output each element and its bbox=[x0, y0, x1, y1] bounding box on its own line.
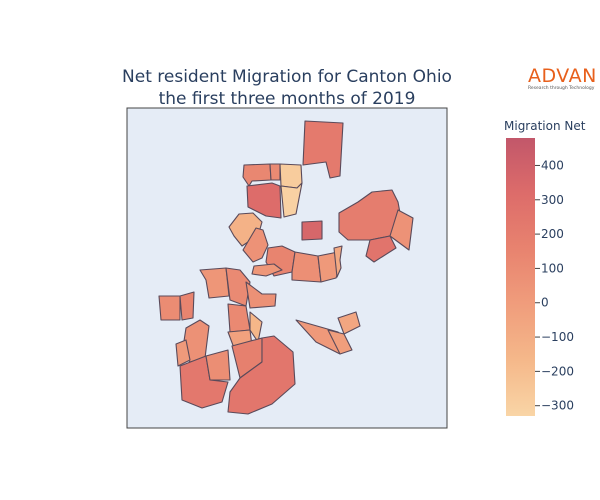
tract-w-far-1[interactable] bbox=[158, 295, 181, 321]
tract-c-cluster-4[interactable] bbox=[333, 245, 343, 278]
tract-mid-row-4[interactable] bbox=[227, 303, 251, 333]
tract-sw-2[interactable] bbox=[175, 339, 191, 367]
logo-text: ADVAN bbox=[528, 65, 597, 87]
tract-n-top[interactable] bbox=[302, 120, 344, 179]
tract-se-3[interactable] bbox=[327, 329, 353, 355]
tract-ne-right[interactable] bbox=[389, 209, 414, 251]
tract-mid-row-1[interactable] bbox=[199, 267, 230, 299]
chart-title-line1: Net resident Migration for Canton Ohio bbox=[122, 67, 452, 87]
colorbar-tick-label: −300 bbox=[541, 399, 574, 413]
tract-n-light[interactable] bbox=[279, 163, 303, 189]
tract-w-mid[interactable] bbox=[242, 227, 269, 263]
colorbar-tick-label: 100 bbox=[541, 261, 564, 275]
tract-c-cluster-2[interactable] bbox=[291, 251, 322, 283]
tract-n-yellow[interactable] bbox=[280, 182, 303, 218]
colorbar-tick-label: 200 bbox=[541, 227, 564, 241]
colorbar-tick-label: −100 bbox=[541, 330, 574, 344]
tract-nw-dark[interactable] bbox=[246, 182, 282, 219]
tract-center-dark[interactable] bbox=[301, 220, 323, 241]
colorbar-tick-label: 300 bbox=[541, 193, 564, 207]
tract-mid-row-3[interactable] bbox=[245, 281, 277, 309]
tract-mid-row-5[interactable] bbox=[251, 263, 283, 277]
census-tracts bbox=[158, 120, 414, 415]
tract-s-big[interactable] bbox=[227, 335, 296, 415]
logo-tagline: Research through Technology bbox=[528, 85, 595, 91]
colorbar-tick-label: 400 bbox=[541, 158, 564, 172]
tract-ne-low[interactable] bbox=[365, 235, 397, 263]
tract-w-far-2[interactable] bbox=[179, 291, 195, 321]
colorbar-tick-label: 0 bbox=[541, 296, 549, 310]
advan-logo: ADVAN Research through Technology bbox=[528, 65, 597, 91]
chart-title-line2: the first three months of 2019 bbox=[159, 89, 416, 109]
colorbar-tick-label: −200 bbox=[541, 364, 574, 378]
tract-s-1[interactable] bbox=[205, 349, 231, 381]
tract-nw-b[interactable] bbox=[269, 163, 281, 181]
colorbar-ticks: 400 300 200 100 0 −100 −200 −300 bbox=[535, 158, 574, 413]
colorbar-title: Migration Net bbox=[504, 119, 586, 133]
colorbar-gradient bbox=[506, 138, 535, 416]
tract-se-2[interactable] bbox=[337, 311, 361, 335]
